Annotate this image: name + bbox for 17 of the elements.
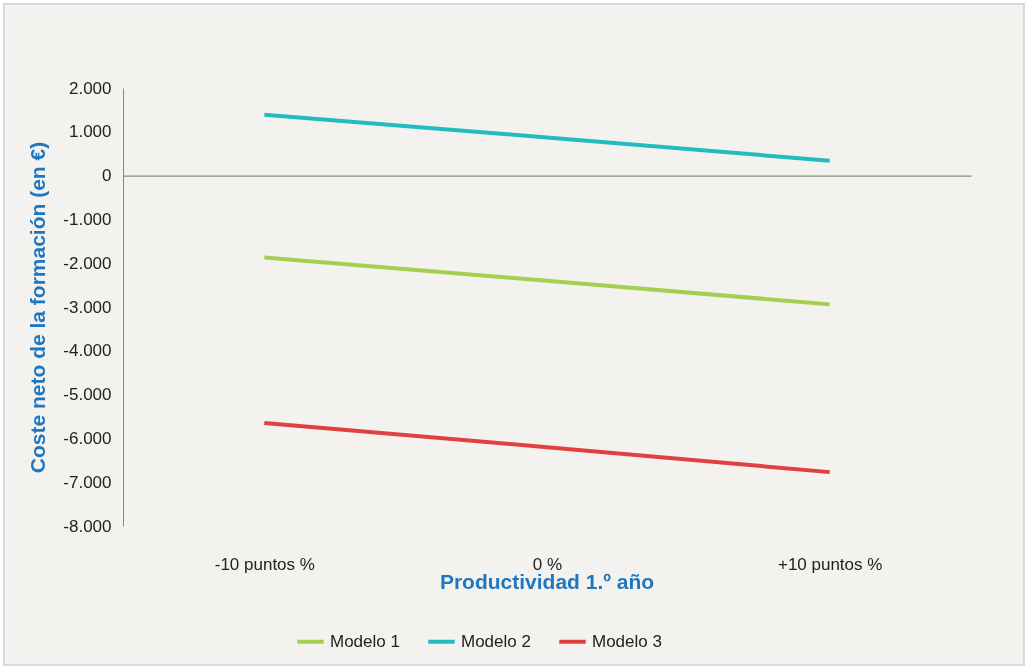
y-axis-title: Coste neto de la formación (en €) <box>26 141 50 474</box>
y-tick-label: -8.000 <box>63 516 112 536</box>
legend-label: Modelo 2 <box>461 631 531 651</box>
y-tick-label: 2.000 <box>68 78 112 98</box>
y-tick-label: -2.000 <box>63 253 112 273</box>
y-tick-label: -5.000 <box>63 385 112 405</box>
y-tick-label: 0 <box>102 166 112 186</box>
y-tick-label: -3.000 <box>63 297 112 317</box>
x-tick-label: -10 puntos % <box>214 554 315 574</box>
legend-label: Modelo 3 <box>592 631 662 651</box>
y-tick-label: -1.000 <box>63 209 112 229</box>
y-tick-label: 1.000 <box>68 122 112 142</box>
y-tick-label: -4.000 <box>63 341 112 361</box>
x-tick-label: +10 puntos % <box>777 554 883 574</box>
legend-label: Modelo 1 <box>330 631 400 651</box>
y-tick-label: -6.000 <box>63 428 112 448</box>
y-tick-label: -7.000 <box>63 472 112 492</box>
